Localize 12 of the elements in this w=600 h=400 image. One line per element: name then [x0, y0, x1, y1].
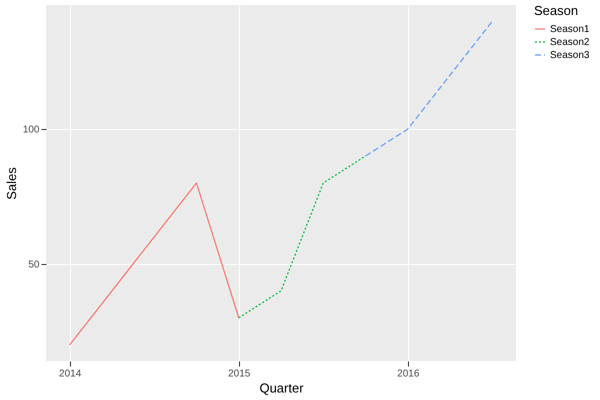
- x-tick-label: 2014: [59, 368, 82, 380]
- y-tick-label: 50: [28, 259, 40, 270]
- legend-label: Season3: [550, 50, 590, 61]
- x-tick-label: 2015: [228, 368, 251, 380]
- legend-label: Season2: [550, 37, 590, 48]
- legend-title: Season: [534, 3, 578, 18]
- y-tick-label: 100: [22, 124, 40, 136]
- y-axis-title: Sales: [4, 166, 19, 200]
- x-axis-title: Quarter: [259, 380, 304, 396]
- legend-label: Season1: [550, 24, 590, 35]
- x-tick-label: 2016: [397, 368, 420, 380]
- line-series: [238, 155, 366, 318]
